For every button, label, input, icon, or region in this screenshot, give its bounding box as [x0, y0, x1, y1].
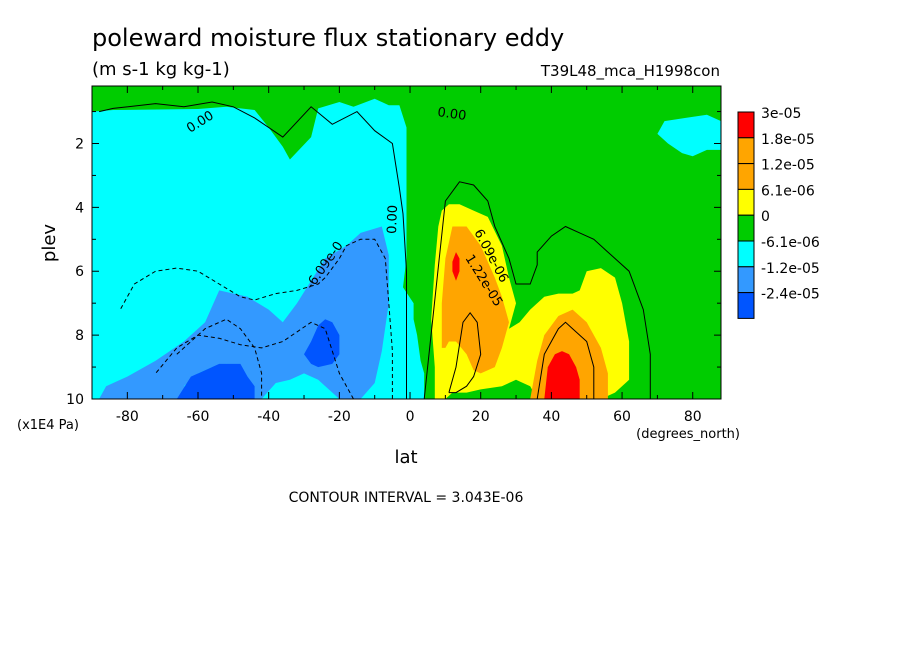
chart-title: poleward moisture flux stationary eddy: [92, 24, 564, 52]
colorbar-label: -2.4e-05: [761, 287, 820, 303]
colorbar-label: 1.8e-05: [761, 132, 815, 148]
colorbar-label: 1.2e-05: [761, 158, 815, 174]
x-tick-label: 80: [684, 409, 702, 425]
contour-line: [448, 311, 482, 394]
x-tick-label: -40: [257, 409, 280, 425]
chart-subtitle: (m s-1 kg kg-1): [92, 59, 230, 80]
colorbar-label: -1.2e-05: [761, 261, 820, 277]
contour-line: [98, 101, 407, 399]
y-tick-label: 2: [75, 136, 84, 152]
x-axis: -80 -60 -40 -20 0 20 40 60 80: [91, 86, 702, 425]
x-axis-units: (degrees_north): [636, 427, 740, 442]
colorbar-legend: 3e-05 1.8e-05 1.2e-05 6.1e-06 0 -6.1e-06 -1.2e…: [737, 106, 820, 319]
y-tick-label: 4: [75, 200, 84, 216]
colorbar-swatch: [737, 292, 755, 319]
colorbar-swatch: [737, 214, 755, 242]
colorbar-label: 0: [761, 209, 770, 225]
x-tick-label: -60: [187, 409, 210, 425]
colorbar-label: -6.1e-06: [761, 235, 820, 251]
plot-frame: [91, 85, 722, 400]
contour-label: 0.00: [436, 105, 467, 124]
dataset-label: T39L48_mca_H1998con: [540, 62, 720, 81]
contour-line: [155, 321, 354, 399]
shaded-regions: [92, 98, 721, 399]
colorbar-swatch: [737, 266, 755, 294]
x-tick-label: 20: [472, 409, 490, 425]
contour-label: 0.00: [385, 205, 401, 234]
colorbar-swatch: [737, 137, 755, 165]
shaded-region-blue: [304, 319, 340, 368]
colorbar-swatch: [737, 163, 755, 190]
x-tick-label: -20: [328, 409, 351, 425]
contour-line: [119, 238, 393, 399]
x-axis-label: lat: [394, 447, 417, 468]
colorbar-swatch: [737, 240, 755, 268]
y-axis: 2 4 6 8 10: [66, 111, 721, 408]
colorbar-swatch: [737, 188, 755, 216]
y-tick-label: 8: [75, 328, 84, 344]
shaded-region-blue: [176, 363, 255, 399]
colorbar-swatch: [737, 111, 755, 139]
shaded-region-cyan: [251, 169, 259, 185]
y-axis-label: plev: [39, 224, 60, 263]
x-tick-label: 0: [406, 409, 415, 425]
shaded-region-red: [544, 351, 580, 399]
x-tick-label: 60: [613, 409, 631, 425]
contour-line: [536, 321, 595, 399]
x-tick-label: -80: [116, 409, 139, 425]
shaded-region-cyan: [657, 114, 721, 157]
y-tick-label: 6: [75, 264, 84, 280]
contour-lines: [98, 101, 651, 399]
colorbar-label: 6.1e-06: [761, 183, 815, 199]
y-tick-label: 10: [66, 392, 84, 408]
colorbar-label: 3e-05: [761, 106, 801, 122]
plot-area: 0.00 0.00 0.00 -6.09e-0 6.09e-06 1.22e-0…: [66, 85, 722, 425]
contour-line: [423, 181, 651, 399]
contour-line: [176, 318, 263, 399]
contour-interval-note: CONTOUR INTERVAL = 3.043E-06: [289, 490, 524, 506]
y-axis-units: (x1E4 Pa): [17, 418, 79, 433]
x-tick-label: 40: [542, 409, 560, 425]
shaded-region-red: [452, 252, 460, 281]
